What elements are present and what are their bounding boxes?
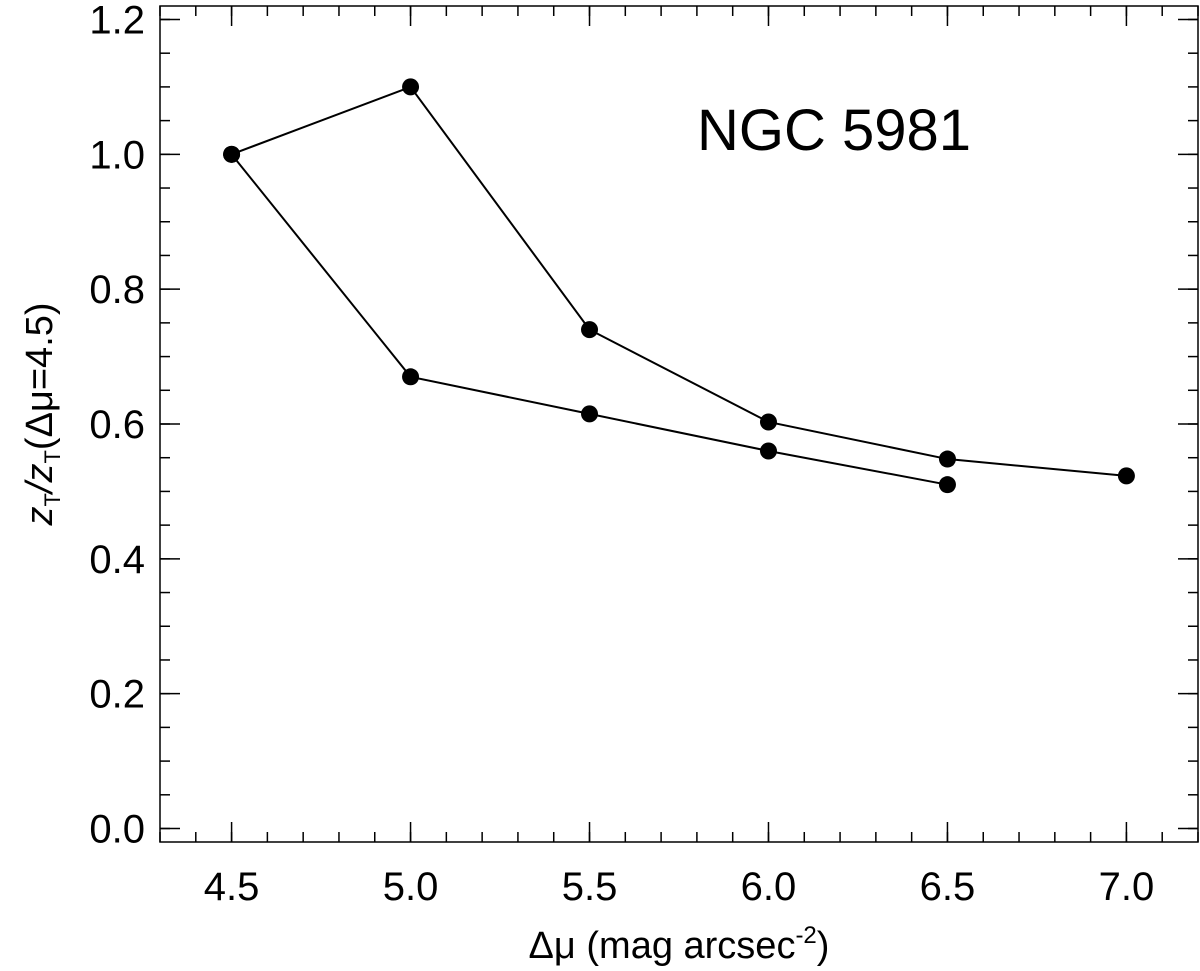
- data-point: [223, 145, 241, 163]
- x-axis: 4.5 5.0 5.5 6.0 6.5 7.0: [204, 6, 1154, 909]
- minor-ticks: [159, 6, 1199, 842]
- y-tick-label: 0.0: [89, 808, 145, 852]
- x-axis-title-end: ): [817, 925, 830, 967]
- data-point: [1117, 467, 1135, 485]
- y-tick-label: 0.2: [89, 673, 145, 717]
- data-point: [402, 368, 420, 386]
- x-tick-label: 5.0: [383, 865, 439, 909]
- data-point: [938, 476, 956, 494]
- y-axis-title: zT/zT(Δμ=4.5): [19, 302, 65, 526]
- series-layer: [223, 78, 1135, 494]
- x-tick-label: 6.5: [920, 865, 976, 909]
- y-axis-title-end: (Δμ=4.5): [19, 302, 61, 450]
- y-tick-label: 0.8: [89, 268, 145, 312]
- data-point: [581, 321, 599, 339]
- data-point: [938, 450, 956, 468]
- y-tick-label: 0.6: [89, 403, 145, 447]
- y-axis-title-sub1: T: [40, 493, 65, 506]
- y-axis: 0.0 0.2 0.4 0.6 0.8 1.0 1.2: [89, 0, 1198, 852]
- plot-frame: [159, 5, 1199, 843]
- data-point: [581, 405, 599, 423]
- x-tick-label: 4.5: [204, 865, 260, 909]
- y-tick-label: 0.4: [89, 538, 145, 582]
- data-point: [759, 442, 777, 460]
- data-point: [759, 413, 777, 431]
- x-axis-title-superscript: -2: [795, 922, 816, 949]
- series-line: [230, 153, 948, 486]
- x-tick-label: 7.0: [1099, 865, 1155, 909]
- data-point: [402, 78, 420, 96]
- chart-annotation: NGC 5981: [697, 98, 971, 163]
- series-line: [231, 85, 1127, 477]
- x-tick-label: 5.5: [562, 865, 618, 909]
- y-axis-title-sub2: T: [40, 450, 65, 463]
- y-tick-label: 1.0: [89, 133, 145, 177]
- x-axis-title: Δμ (mag arcsec-2): [529, 922, 830, 967]
- x-axis-title-main: Δμ (mag arcsec: [529, 925, 796, 967]
- y-axis-title-z1: z: [19, 507, 61, 527]
- x-tick-label: 6.0: [741, 865, 797, 909]
- y-tick-label: 1.2: [89, 0, 145, 42]
- y-axis-title-mid: /z: [19, 464, 61, 497]
